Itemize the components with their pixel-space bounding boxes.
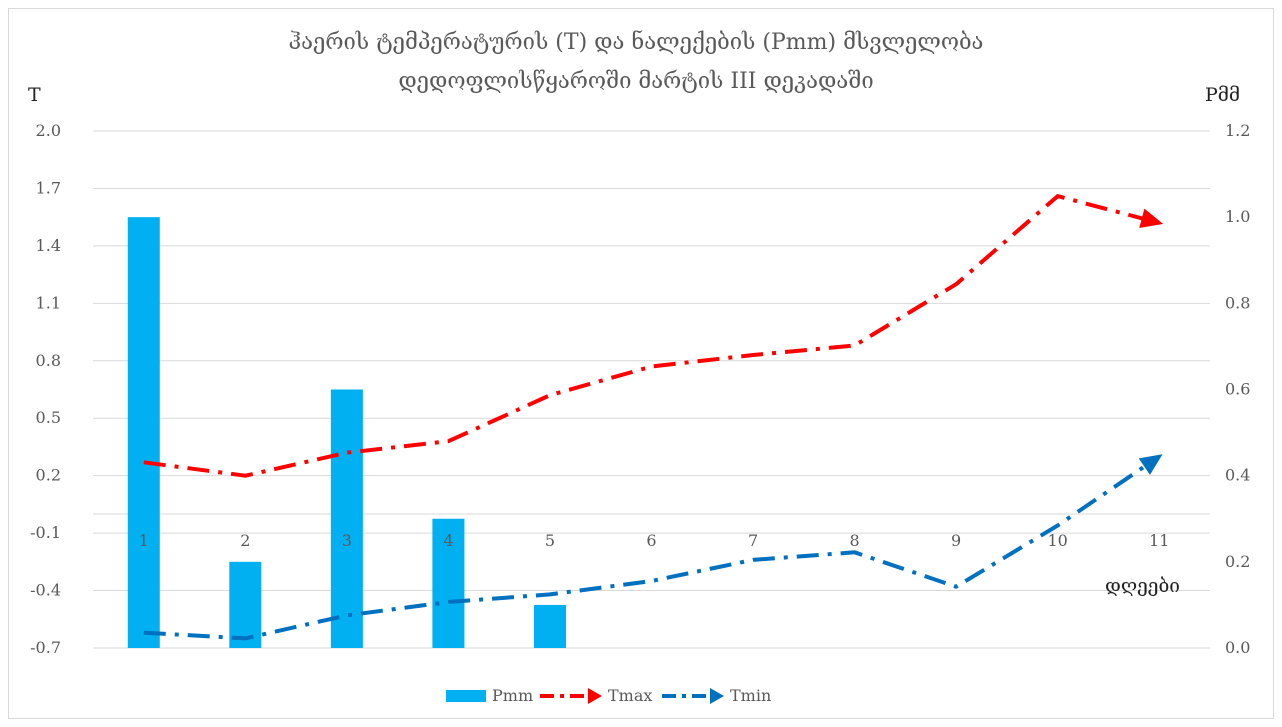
chart-frame: 2.0 1.7 1.4 1.1 0.8 0.5 0.2 -0.1 -0.4 -0.7 1.2 1.0 0… bbox=[8, 8, 1274, 719]
legend-arrow-tmin bbox=[710, 688, 724, 704]
y-left-tick-label: -0.4 bbox=[30, 581, 61, 600]
bar-pmm bbox=[229, 561, 262, 648]
chart-title-line-1: ჰაერის ტემპერატურის (T) და ნალექების (Pm… bbox=[289, 29, 984, 55]
x-tick-label: 7 bbox=[748, 531, 758, 550]
x-tick-label: 1 bbox=[139, 531, 149, 550]
chart-svg: 2.0 1.7 1.4 1.1 0.8 0.5 0.2 -0.1 -0.4 -0.7 1.2 1.0 0… bbox=[28, 29, 1250, 705]
x-tick-label: 8 bbox=[849, 531, 859, 550]
legend-label-pmm: Pmm bbox=[492, 686, 533, 705]
y-left-axis-title: T bbox=[28, 84, 41, 106]
y-left-tick-label: 0.2 bbox=[36, 466, 61, 485]
bars bbox=[127, 217, 566, 648]
chart-title-line-2: დედოფლისწყაროში მარტის III დეკადაში bbox=[398, 69, 873, 94]
y-right-tick-label: 0.4 bbox=[1225, 466, 1250, 485]
x-tick-label: 5 bbox=[545, 531, 555, 550]
x-tick-label: 2 bbox=[240, 531, 250, 550]
line-tmax-arrow bbox=[1139, 208, 1164, 228]
y-left-tick-label: -0.1 bbox=[30, 523, 61, 542]
x-axis-title: დღეები bbox=[1105, 575, 1180, 597]
y-left-tick-label: 0.5 bbox=[36, 408, 61, 427]
legend-label-tmax: Tmax bbox=[608, 686, 652, 705]
legend-arrow-tmax bbox=[588, 688, 602, 704]
bar-pmm bbox=[432, 518, 465, 648]
y-left-tick-label: 1.1 bbox=[36, 293, 61, 312]
x-tick-label: 11 bbox=[1149, 531, 1169, 550]
line-tmax bbox=[143, 194, 1160, 478]
y-right-tick-label: 1.0 bbox=[1225, 207, 1250, 226]
y-left-tick-label: 1.4 bbox=[36, 236, 61, 255]
bar-pmm bbox=[330, 389, 363, 648]
x-tick-label: 10 bbox=[1048, 531, 1068, 550]
y-left-tick-label: -0.7 bbox=[30, 638, 61, 657]
y-right-axis-title: Pმმ bbox=[1205, 84, 1240, 106]
y-left-tick-label: 0.8 bbox=[36, 351, 61, 370]
y-left-tick-label: 2.0 bbox=[36, 121, 61, 140]
x-tick-label: 9 bbox=[951, 531, 961, 550]
y-right-tick-label: 0.8 bbox=[1225, 293, 1250, 312]
x-tick-label: 6 bbox=[646, 531, 656, 550]
x-tick-label: 4 bbox=[443, 531, 453, 550]
y-right-tick-label: 1.2 bbox=[1225, 121, 1250, 140]
labels: 2.0 1.7 1.4 1.1 0.8 0.5 0.2 -0.1 -0.4 -0.7 1.2 1.0 0… bbox=[30, 121, 1250, 657]
y-right-tick-label: 0.6 bbox=[1225, 380, 1250, 399]
legend-swatch-pmm bbox=[446, 690, 486, 702]
line-tmin-arrow bbox=[1138, 454, 1163, 475]
gridlines bbox=[93, 130, 1210, 649]
bar-pmm bbox=[127, 217, 160, 648]
lines bbox=[143, 194, 1164, 641]
y-right-tick-label: 0.2 bbox=[1225, 552, 1250, 571]
bar-pmm bbox=[533, 604, 566, 648]
legend: Pmm Tmax Tmin bbox=[446, 686, 771, 705]
y-right-tick-label: 0.0 bbox=[1225, 638, 1250, 657]
legend-label-tmin: Tmin bbox=[730, 686, 771, 705]
x-tick-label: 3 bbox=[342, 531, 352, 550]
y-left-tick-label: 1.7 bbox=[36, 178, 61, 197]
